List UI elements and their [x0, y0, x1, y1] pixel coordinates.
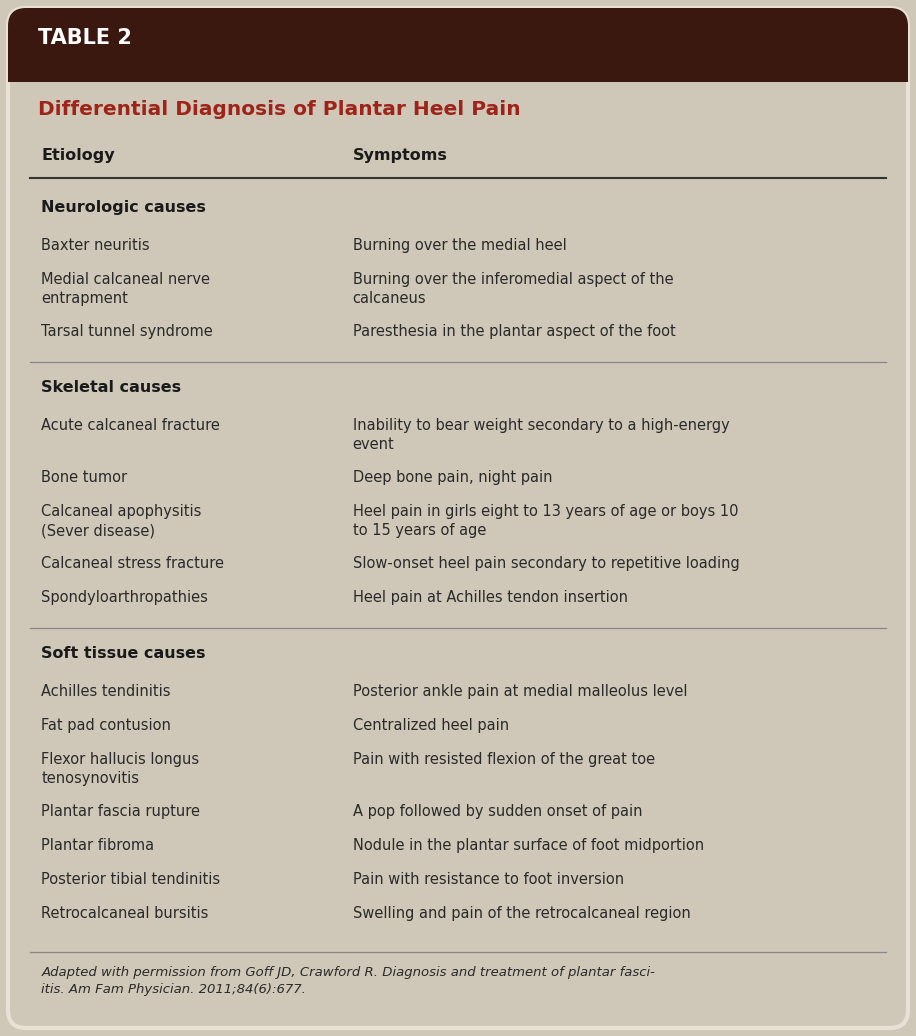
Text: Etiology: Etiology: [41, 148, 114, 163]
Text: Flexor hallucis longus
tenosynovitis: Flexor hallucis longus tenosynovitis: [41, 752, 200, 786]
Text: Pain with resisted flexion of the great toe: Pain with resisted flexion of the great …: [353, 752, 655, 767]
Bar: [8, 45, 908, 82]
Text: Baxter neuritis: Baxter neuritis: [41, 238, 150, 253]
Text: Retrocalcaneal bursitis: Retrocalcaneal bursitis: [41, 906, 209, 921]
Text: Plantar fibroma: Plantar fibroma: [41, 838, 154, 853]
Text: Posterior ankle pain at medial malleolus level: Posterior ankle pain at medial malleolus…: [353, 684, 687, 699]
Text: Calcaneal stress fracture: Calcaneal stress fracture: [41, 556, 224, 571]
Text: Adapted with permission from Goff JD, Crawford R. Diagnosis and treatment of pla: Adapted with permission from Goff JD, Cr…: [41, 966, 655, 997]
Text: Plantar fascia rupture: Plantar fascia rupture: [41, 804, 201, 819]
Text: Neurologic causes: Neurologic causes: [41, 200, 206, 215]
Text: Swelling and pain of the retrocalcaneal region: Swelling and pain of the retrocalcaneal …: [353, 906, 691, 921]
Text: Calcaneal apophysitis
(Sever disease): Calcaneal apophysitis (Sever disease): [41, 503, 202, 538]
Text: Paresthesia in the plantar aspect of the foot: Paresthesia in the plantar aspect of the…: [353, 324, 675, 339]
Text: Skeletal causes: Skeletal causes: [41, 380, 181, 395]
Text: Heel pain in girls eight to 13 years of age or boys 10
to 15 years of age: Heel pain in girls eight to 13 years of …: [353, 503, 738, 538]
Text: Heel pain at Achilles tendon insertion: Heel pain at Achilles tendon insertion: [353, 589, 627, 605]
FancyBboxPatch shape: [8, 8, 908, 82]
Text: Bone tumor: Bone tumor: [41, 470, 127, 485]
Text: Soft tissue causes: Soft tissue causes: [41, 646, 206, 661]
Text: TABLE 2: TABLE 2: [38, 28, 132, 48]
Text: Spondyloarthropathies: Spondyloarthropathies: [41, 589, 208, 605]
Text: Posterior tibial tendinitis: Posterior tibial tendinitis: [41, 872, 221, 887]
Text: Inability to bear weight secondary to a high-energy
event: Inability to bear weight secondary to a …: [353, 418, 729, 452]
Text: Nodule in the plantar surface of foot midportion: Nodule in the plantar surface of foot mi…: [353, 838, 703, 853]
Text: Slow-onset heel pain secondary to repetitive loading: Slow-onset heel pain secondary to repeti…: [353, 556, 739, 571]
Text: Differential Diagnosis of Plantar Heel Pain: Differential Diagnosis of Plantar Heel P…: [38, 100, 520, 119]
FancyBboxPatch shape: [8, 8, 908, 1028]
Text: Burning over the inferomedial aspect of the
calcaneus: Burning over the inferomedial aspect of …: [353, 272, 673, 307]
Text: Tarsal tunnel syndrome: Tarsal tunnel syndrome: [41, 324, 213, 339]
Text: Deep bone pain, night pain: Deep bone pain, night pain: [353, 470, 552, 485]
Text: A pop followed by sudden onset of pain: A pop followed by sudden onset of pain: [353, 804, 642, 819]
Text: Achilles tendinitis: Achilles tendinitis: [41, 684, 170, 699]
Text: Fat pad contusion: Fat pad contusion: [41, 718, 171, 733]
Text: Acute calcaneal fracture: Acute calcaneal fracture: [41, 418, 220, 433]
Text: Pain with resistance to foot inversion: Pain with resistance to foot inversion: [353, 872, 624, 887]
Text: Medial calcaneal nerve
entrapment: Medial calcaneal nerve entrapment: [41, 272, 210, 307]
Text: Centralized heel pain: Centralized heel pain: [353, 718, 508, 733]
Text: Symptoms: Symptoms: [353, 148, 448, 163]
Text: Burning over the medial heel: Burning over the medial heel: [353, 238, 566, 253]
